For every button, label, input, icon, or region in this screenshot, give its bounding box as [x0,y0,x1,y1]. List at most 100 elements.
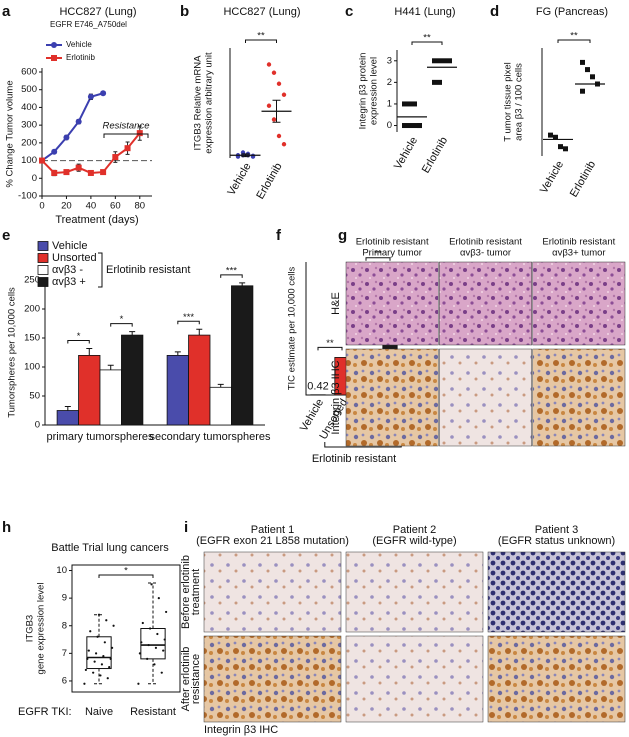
legend-marker [51,42,57,48]
point [437,79,442,85]
point [146,657,149,660]
point [402,101,407,107]
whisker [148,582,158,629]
point [100,663,104,666]
point [141,621,144,625]
point [442,58,447,64]
column-header: (EGFR wild-type) [372,535,456,547]
significance-bracket [110,323,133,327]
point [266,62,272,67]
significance-bracket [365,257,391,261]
point [136,130,143,137]
error-bar [64,405,71,411]
y-tick-label: 0 [35,420,40,431]
error-bar [239,282,246,286]
point [108,666,111,669]
y-tick-label: 150 [24,333,40,344]
micrograph [345,348,439,447]
point [266,103,272,108]
y-tick-label: 200 [24,304,40,315]
point [156,632,159,636]
whisker [94,668,104,685]
point [94,652,98,655]
point [407,123,412,129]
row-label: resistance [190,654,202,704]
error-bar [86,347,93,356]
y-tick-label: 6 [62,675,67,686]
y-tick-label: 500 [21,84,37,95]
column-header: Erlotinib resistant [356,237,429,248]
micrograph [203,551,342,633]
error-bar [129,331,136,336]
x-tick-label: 80 [134,201,145,212]
bar [231,285,254,426]
panel-letter: c [345,3,353,20]
x-tick-label: 60 [110,201,121,212]
panel-letter: a [2,3,11,20]
column-header: Patient 3 [535,524,578,536]
point [585,67,590,73]
point [160,671,163,674]
x-tick-label: Vehicle [392,135,420,172]
legend-label: Erlotinib [66,53,95,62]
legend-label: αvβ3 - [52,264,83,276]
point [100,169,107,176]
column-header: (EGFR status unknown) [498,535,615,547]
bar [166,354,189,426]
point [89,630,92,633]
significance-bracket [557,39,591,43]
point [109,657,112,660]
point [580,88,585,94]
point [147,643,150,647]
y-axis-label: ITGB3 Relative mRNA [193,55,204,151]
point [63,169,70,176]
point [276,133,282,139]
legend-label: Vehicle [52,240,87,252]
point [580,59,585,65]
significance-bracket [317,346,343,351]
legend-bracket [98,252,103,288]
micrograph [345,635,484,723]
point [148,627,152,630]
error-bar [174,351,181,356]
point [407,101,412,107]
point [548,132,553,138]
legend-label: αvβ3 + [52,276,86,288]
point [281,92,287,97]
y-tick-label: 10 [56,565,67,576]
point [102,655,105,658]
y-tick-label: 9 [62,593,67,604]
bar [121,334,144,426]
y-tick-label: 100 [21,155,37,166]
x-tick-label: Vehicle [225,161,253,198]
chart-title: HCC827 (Lung) [59,6,136,18]
x-tick-label: primary tumorspheres [47,431,154,443]
point [103,641,106,644]
column-header: Patient 1 [251,524,294,536]
point [553,134,558,140]
y-tick-label: 50 [29,391,40,402]
point [97,613,101,616]
y-axis-label: Integrin β3 protein [358,53,369,130]
y-tick-label: 600 [21,67,37,78]
panel-letter: h [2,519,11,536]
significance-label: ** [257,31,265,42]
column-header: αvβ3- tumor [460,248,511,259]
error-bar [272,99,281,123]
point [563,146,568,152]
micrograph [532,261,626,346]
x-tick-label: Erlotinib [420,135,450,175]
chart-title: HCC827 (Lung) [223,6,300,18]
legend-swatch [37,241,49,251]
point [87,649,90,652]
y-tick-label: 0 [387,120,392,131]
point [112,624,115,627]
significance-label: ** [423,33,431,44]
point [84,668,87,672]
point [412,101,417,107]
y-axis-label: ITGB3 [25,615,36,642]
panel-letter: e [2,227,10,244]
point [432,58,437,64]
bar [78,354,101,426]
